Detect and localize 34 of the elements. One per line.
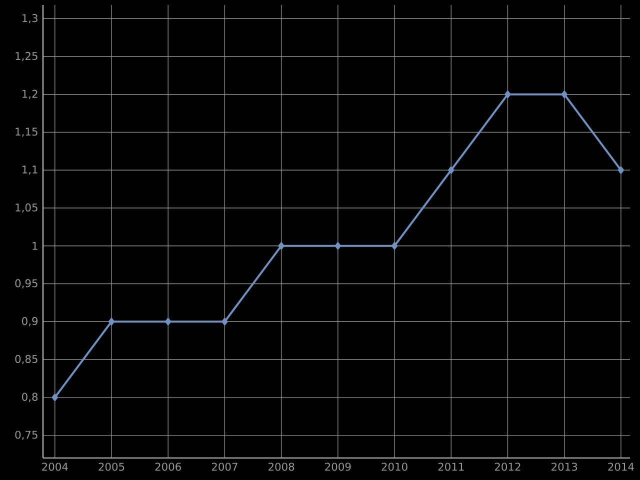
y-tick-label: 1,3 [22, 14, 38, 24]
point [278, 242, 284, 250]
point [561, 90, 568, 98]
point [618, 166, 624, 174]
x-tick-label: 2013 [552, 462, 578, 471]
x-tick-label: 2006 [155, 462, 181, 471]
x-tick-label: 2014 [608, 462, 634, 471]
point [334, 242, 341, 250]
x-tick-label: 2009 [325, 462, 351, 471]
x-tick-label: 2010 [382, 462, 408, 471]
y-tick-label: 1,25 [16, 52, 38, 62]
y-tick-label: 1 [32, 242, 38, 250]
y-tick-label: 1,1 [22, 166, 38, 175]
y-tick-label: 1,2 [22, 90, 38, 99]
y-tick-label: 0,8 [22, 392, 38, 402]
point [392, 242, 398, 250]
x-tick-label: 2012 [494, 462, 520, 471]
point [448, 166, 454, 174]
point [52, 394, 58, 402]
y-tick-label: 0,85 [15, 354, 38, 364]
y-tick-label: 0,95 [15, 279, 38, 288]
x-tick-label: 2011 [438, 462, 464, 471]
x-tick-label: 2005 [98, 462, 124, 471]
point [165, 318, 172, 326]
x-tick-label: 2004 [42, 462, 68, 471]
point [108, 318, 114, 326]
y-tick-label: 0,75 [15, 430, 38, 440]
x-tick-label: 2007 [212, 462, 238, 471]
y-tick-label: 1,05 [16, 203, 38, 213]
y-tick-label: 1,15 [16, 128, 38, 137]
x-tick-label: 2008 [268, 462, 294, 471]
y-tick-label: 0,9 [22, 317, 38, 326]
point [504, 90, 511, 98]
point [222, 318, 228, 326]
